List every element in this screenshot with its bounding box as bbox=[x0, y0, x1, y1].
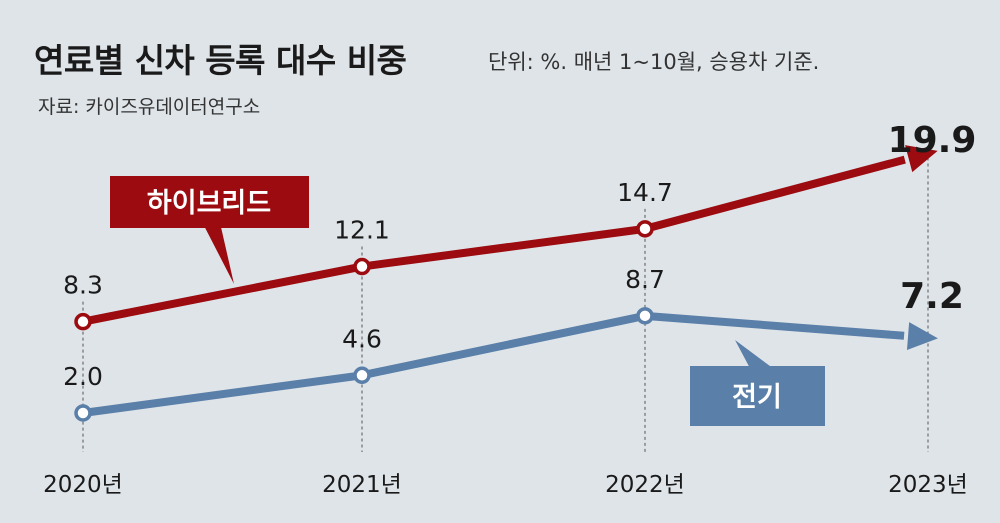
data-label-electric-2023: 7.2 bbox=[900, 276, 964, 317]
data-point-electric-2021 bbox=[353, 366, 371, 385]
data-label-hybrid-2022: 14.7 bbox=[617, 178, 673, 207]
chart-title: 연료별 신차 등록 대수 비중 bbox=[34, 41, 407, 80]
data-label-hybrid-2020: 8.3 bbox=[63, 271, 103, 300]
callout-box-hybrid bbox=[110, 176, 309, 228]
data-label-hybrid-2021: 12.1 bbox=[334, 216, 390, 245]
source-note: 자료: 카이즈유데이터연구소 bbox=[38, 96, 261, 118]
callout-pointer-hybrid bbox=[198, 214, 234, 284]
data-label-electric-2020: 2.0 bbox=[63, 362, 103, 391]
unit-note: 단위: %. 매년 1~10월, 승용차 기준. bbox=[488, 50, 820, 74]
chart-header: 연료별 신차 등록 대수 비중 단위: %. 매년 1~10월, 승용차 기준.… bbox=[0, 0, 1000, 120]
x-tick-label-2021: 2021년 bbox=[322, 472, 402, 498]
callout-pointer-electric bbox=[735, 340, 778, 372]
callout-label-hybrid: 하이브리드 bbox=[147, 188, 271, 219]
data-point-electric-2020 bbox=[74, 404, 92, 422]
series-line-electric bbox=[82, 311, 905, 417]
data-label-electric-2022: 8.7 bbox=[625, 265, 665, 294]
x-tick-label-2020: 2020년 bbox=[43, 472, 123, 498]
data-label-hybrid-2023: 19.9 bbox=[888, 120, 977, 161]
x-tick-label-2023: 2023년 bbox=[888, 472, 968, 498]
arrow-head-hybrid bbox=[905, 145, 938, 173]
data-point-hybrid-2022 bbox=[636, 220, 654, 238]
arrow-head-electric bbox=[906, 322, 938, 351]
series-line-hybrid bbox=[82, 155, 906, 326]
data-label-electric-2021: 4.6 bbox=[342, 324, 382, 353]
data-point-electric-2022 bbox=[636, 307, 654, 325]
x-tick-label-2022: 2022년 bbox=[605, 472, 685, 498]
data-point-hybrid-2021 bbox=[353, 257, 371, 276]
data-point-hybrid-2020 bbox=[74, 312, 92, 331]
callout-label-electric: 전기 bbox=[732, 382, 782, 413]
callout-box-electric bbox=[690, 366, 825, 426]
